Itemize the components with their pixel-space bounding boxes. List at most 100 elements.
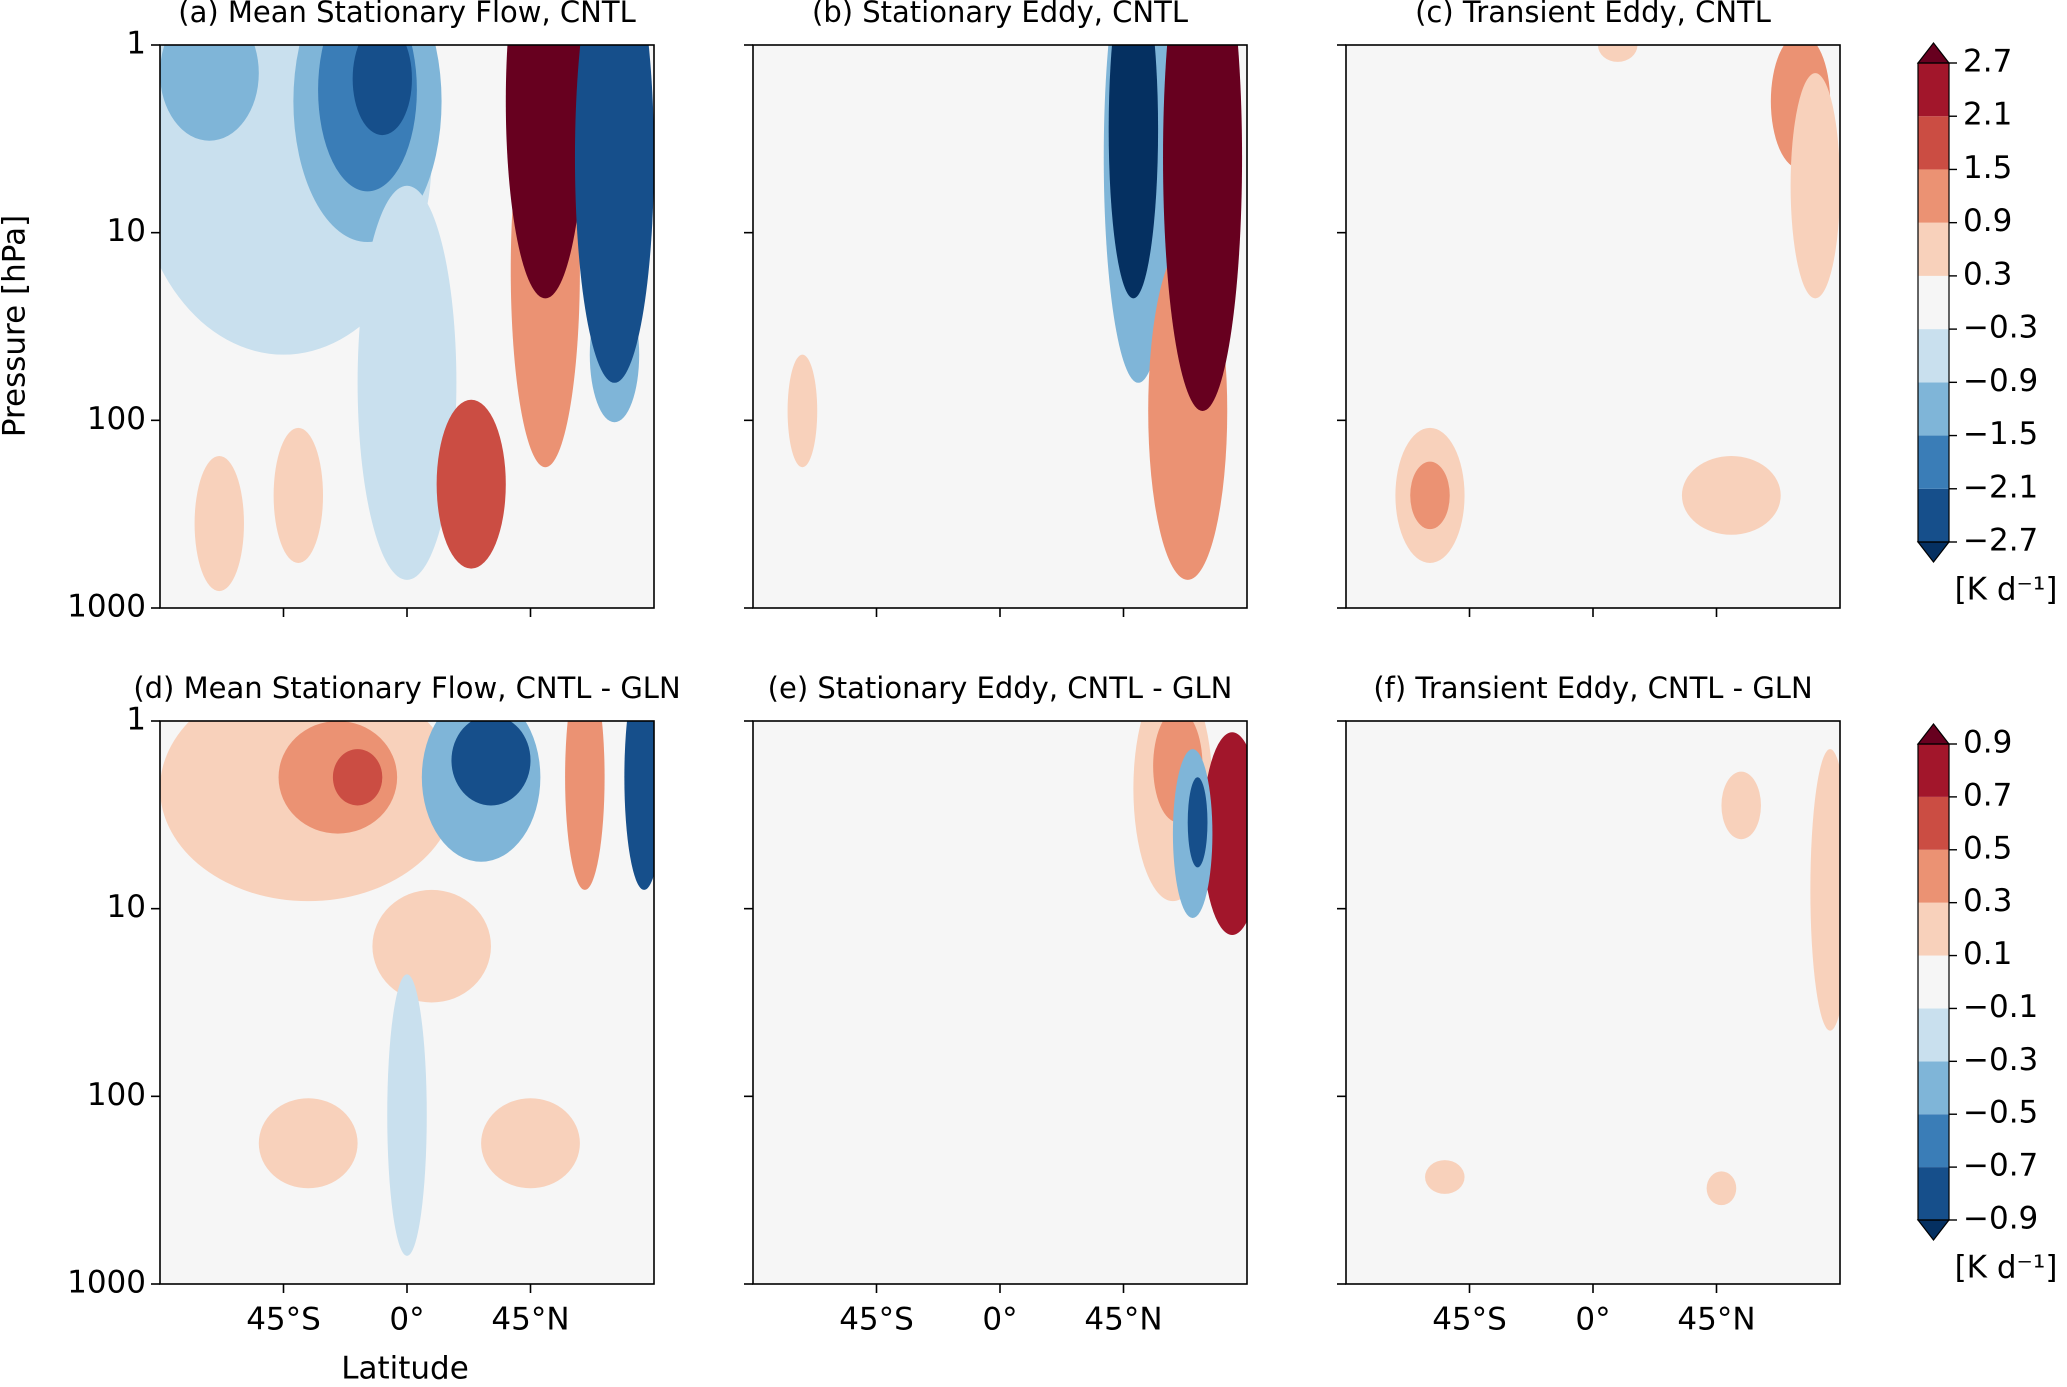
colorbar-tick-label: 0.9 bbox=[1963, 725, 2012, 761]
panel-title: (b) Stationary Eddy, CNTL bbox=[812, 0, 1188, 29]
contour-region bbox=[1202, 732, 1247, 935]
y-tick-label: 10 bbox=[107, 889, 146, 925]
contour-region bbox=[1108, 45, 1159, 299]
colorbar-band bbox=[1918, 275, 1949, 330]
colorbar-tick-label: 0.7 bbox=[1963, 777, 2012, 813]
contour-region bbox=[1187, 777, 1208, 868]
contour-region bbox=[273, 427, 324, 563]
colorbar-band bbox=[1918, 1167, 1949, 1220]
colorbar-tick-label: −2.1 bbox=[1963, 469, 2038, 505]
contour-region bbox=[481, 1098, 580, 1189]
x-tick-label: 45°N bbox=[1084, 1302, 1162, 1338]
x-axis-label: Latitude bbox=[341, 1351, 469, 1384]
panel bbox=[1346, 721, 1840, 1284]
panel-title: (e) Stationary Eddy, CNTL - GLN bbox=[768, 671, 1233, 705]
panel bbox=[753, 45, 1247, 608]
colorbar-tick-label: 2.1 bbox=[1963, 97, 2012, 133]
y-tick-label: 10 bbox=[107, 213, 146, 249]
panel bbox=[160, 721, 654, 1284]
colorbar-band bbox=[1918, 1114, 1949, 1168]
colorbar-tick-label: −0.9 bbox=[1963, 363, 2038, 399]
contour-region bbox=[194, 455, 244, 592]
contour-region bbox=[1810, 749, 1840, 1031]
contour-region bbox=[1410, 461, 1450, 530]
contour-region bbox=[1790, 73, 1840, 299]
colorbar-frame bbox=[1917, 62, 1950, 543]
contour-region bbox=[565, 721, 605, 890]
contour-region bbox=[332, 749, 383, 806]
colorbar-tick-label: 1.5 bbox=[1963, 150, 2012, 186]
contour-region bbox=[624, 721, 654, 890]
panel-title: (f) Transient Eddy, CNTL - GLN bbox=[1373, 671, 1812, 705]
colorbar-tick-label: 0.3 bbox=[1963, 256, 2012, 292]
panel-title: (a) Mean Stationary Flow, CNTL bbox=[178, 0, 635, 29]
colorbar-tick-label: −0.9 bbox=[1963, 1201, 2038, 1237]
colorbar-band bbox=[1918, 902, 1949, 956]
contour-region bbox=[372, 889, 491, 1003]
x-tick-label: 0° bbox=[1575, 1302, 1610, 1338]
colorbar-tick-label: −0.7 bbox=[1963, 1148, 2038, 1184]
y-tick-label: 1000 bbox=[67, 1265, 146, 1301]
y-axis-label: Pressure [hPa] bbox=[0, 215, 33, 437]
colorbar-band bbox=[1918, 488, 1949, 542]
colorbar-band bbox=[1918, 796, 1949, 850]
x-tick-label: 45°S bbox=[246, 1302, 321, 1338]
colorbar-tick-label: −0.3 bbox=[1963, 1042, 2038, 1078]
colorbar-tick-label: −0.1 bbox=[1963, 989, 2038, 1025]
colorbar-extension bbox=[1916, 541, 1951, 563]
panel-title: (c) Transient Eddy, CNTL bbox=[1415, 0, 1771, 29]
contour-region bbox=[1706, 1171, 1737, 1206]
y-tick-label: 100 bbox=[87, 401, 146, 437]
contour-region bbox=[357, 185, 457, 580]
colorbar-band bbox=[1918, 435, 1949, 489]
contour-region bbox=[1425, 1160, 1465, 1194]
colorbar-tick-label: 0.5 bbox=[1963, 830, 2012, 866]
panel bbox=[160, 45, 654, 608]
colorbar-band bbox=[1918, 222, 1949, 276]
contour-region bbox=[1721, 771, 1761, 840]
contour-region bbox=[505, 45, 585, 299]
colorbar-band bbox=[1918, 329, 1949, 383]
panel-title: (d) Mean Stationary Flow, CNTL - GLN bbox=[133, 671, 680, 705]
colorbar-band bbox=[1918, 1008, 1949, 1062]
colorbar-band bbox=[1918, 849, 1949, 903]
panel bbox=[1346, 45, 1840, 608]
x-tick-label: 0° bbox=[389, 1302, 424, 1338]
x-tick-label: 45°N bbox=[491, 1302, 569, 1338]
y-tick-label: 1 bbox=[126, 702, 146, 738]
contour-region bbox=[436, 399, 506, 569]
panel-background bbox=[1346, 721, 1840, 1284]
contour-region bbox=[352, 45, 412, 136]
colorbar-tick-label: −0.5 bbox=[1963, 1095, 2038, 1131]
colorbar-band bbox=[1918, 169, 1949, 223]
colorbar-band bbox=[1918, 1061, 1949, 1115]
contour-region bbox=[451, 721, 531, 806]
contour-region bbox=[574, 45, 654, 383]
x-tick-label: 0° bbox=[982, 1302, 1017, 1338]
colorbar-extension bbox=[1916, 42, 1951, 64]
y-tick-label: 1 bbox=[126, 26, 146, 62]
colorbar-frame bbox=[1917, 743, 1950, 1221]
panel bbox=[753, 721, 1247, 1284]
contour-region bbox=[387, 974, 427, 1256]
colorbar-band bbox=[1918, 63, 1949, 117]
contour-region bbox=[160, 45, 259, 141]
y-tick-label: 100 bbox=[87, 1077, 146, 1113]
colorbar-band bbox=[1918, 116, 1949, 170]
colorbar-tick-label: −0.3 bbox=[1963, 310, 2038, 346]
colorbar-band bbox=[1918, 382, 1949, 436]
colorbar-extension bbox=[1916, 1219, 1951, 1241]
colorbar-extension bbox=[1916, 723, 1951, 745]
colorbar-tick-label: 0.9 bbox=[1963, 203, 2012, 239]
colorbar-tick-label: 0.3 bbox=[1963, 883, 2012, 919]
contour-region bbox=[1163, 45, 1243, 411]
colorbar-tick-label: −2.7 bbox=[1963, 523, 2038, 559]
contour-region bbox=[1681, 455, 1781, 535]
contour-region bbox=[258, 1098, 358, 1189]
y-tick-label: 1000 bbox=[67, 589, 146, 625]
x-tick-label: 45°S bbox=[1432, 1302, 1507, 1338]
contour-region bbox=[1597, 45, 1638, 62]
contour-region bbox=[787, 354, 818, 468]
